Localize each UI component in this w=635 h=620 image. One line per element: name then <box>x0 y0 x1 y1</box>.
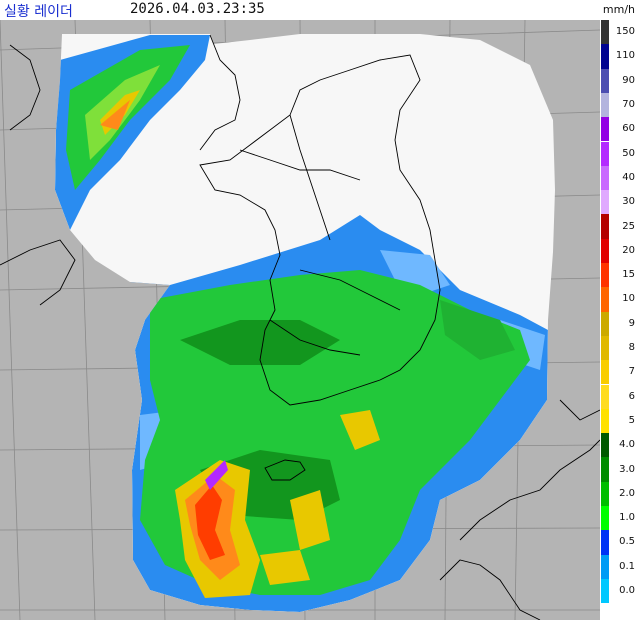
legend-label-9: 9 <box>628 317 635 329</box>
precipitation-legend: mm/h 150 110 90 70 60 50 40 30 25 20 15 10 9 8 7 6 5 4.0 3… <box>600 0 635 620</box>
legend-swatch-1.0 <box>601 506 609 531</box>
legend-swatch-25 <box>601 214 609 239</box>
legend-label-25: 25 <box>622 220 635 232</box>
coastline-borders <box>0 34 600 620</box>
legend-label-10: 10 <box>622 293 635 305</box>
legend-label-50: 50 <box>622 147 635 159</box>
legend-label-110: 110 <box>615 50 635 62</box>
legend-swatch-3.0 <box>601 457 609 482</box>
radar-map[interactable] <box>0 20 600 620</box>
legend-label-0.0: 0.0 <box>619 585 635 597</box>
legend-swatch-110 <box>601 44 609 69</box>
header: 실황 레이더 2026.04.03.23:35 <box>0 0 600 20</box>
legend-swatch-150 <box>601 20 609 45</box>
legend-unit: mm/h <box>602 3 635 16</box>
legend-swatch-60 <box>601 117 609 142</box>
legend-swatch-7 <box>601 360 609 385</box>
legend-label-15: 15 <box>622 269 635 281</box>
legend-swatch-5 <box>601 408 609 434</box>
precipitation-layer <box>55 35 548 612</box>
legend-label-8: 8 <box>628 342 635 354</box>
legend-swatch-9 <box>601 311 609 336</box>
legend-label-90: 90 <box>622 74 635 86</box>
legend-swatch-0.0 <box>601 578 609 604</box>
legend-label-60: 60 <box>622 123 635 135</box>
legend-swatch-50 <box>601 141 609 166</box>
legend-label-70: 70 <box>622 99 635 111</box>
legend-swatch-10 <box>601 287 609 312</box>
radar-map-canvas <box>0 20 600 620</box>
legend-swatch-2.0 <box>601 481 609 506</box>
product-title: 실황 레이더 <box>4 4 73 20</box>
observation-timestamp: 2026.04.03.23:35 <box>130 1 265 17</box>
legend-swatch-8 <box>601 335 609 361</box>
legend-label-20: 20 <box>622 244 635 256</box>
legend-label-3.0: 3.0 <box>619 463 635 475</box>
legend-swatch-70 <box>601 92 609 118</box>
legend-label-150: 150 <box>615 26 635 38</box>
legend-swatch-0.5 <box>601 530 609 555</box>
legend-swatch-40 <box>601 165 609 191</box>
legend-label-2.0: 2.0 <box>619 487 635 499</box>
legend-swatch-30 <box>601 190 609 215</box>
legend-label-40: 40 <box>622 171 635 183</box>
legend-swatch-6 <box>601 384 609 409</box>
legend-label-7: 7 <box>628 366 635 378</box>
legend-label-30: 30 <box>622 196 635 208</box>
legend-label-0.1: 0.1 <box>619 560 635 572</box>
legend-label-6: 6 <box>628 390 635 402</box>
legend-swatch-20 <box>601 238 609 263</box>
legend-label-4.0: 4.0 <box>619 439 635 451</box>
legend-swatch-0.1 <box>601 554 609 579</box>
legend-label-0.5: 0.5 <box>619 536 635 548</box>
legend-label-5: 5 <box>628 414 635 426</box>
legend-label-1.0: 1.0 <box>619 512 635 524</box>
legend-swatch-4.0 <box>601 433 609 458</box>
legend-swatch-15 <box>601 263 609 288</box>
legend-swatch-90 <box>601 68 609 93</box>
